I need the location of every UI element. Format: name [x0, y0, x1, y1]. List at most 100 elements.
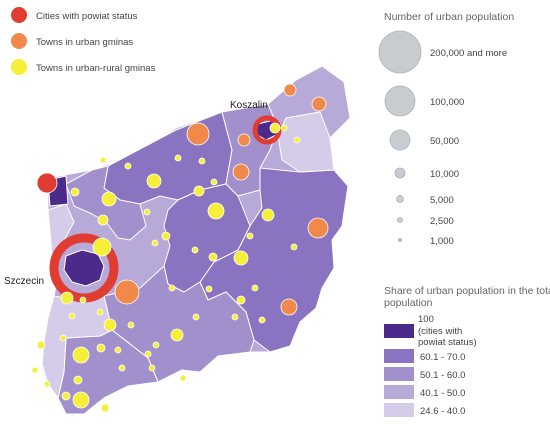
legend-label-urban-rural-town: Towns in urban-rural gminas — [36, 63, 156, 74]
legend-share-label-100: 100 — [418, 314, 434, 325]
urban-gmina-town-marker — [114, 279, 140, 305]
legend-circle-10000 — [394, 167, 406, 179]
legend-circle-200000 — [378, 30, 422, 74]
legend-settlement-types: Cities with powiat status Towns in urban… — [11, 7, 156, 75]
urban-rural-town-marker — [236, 295, 246, 305]
urban-rural-town-marker — [99, 156, 107, 164]
legend-label-50000: 50,000 — [430, 136, 459, 147]
urban-rural-town-marker — [79, 296, 87, 304]
urban-rural-town-marker — [261, 208, 275, 222]
urban-gmina-town-marker — [283, 83, 297, 97]
urban-rural-town-marker — [61, 391, 71, 401]
urban-rural-town-marker — [192, 313, 200, 321]
legend-share-title-line2: population — [384, 297, 433, 309]
urban-rural-town-marker — [100, 403, 110, 413]
legend-share-label-24-40: 24.6 - 40.0 — [420, 406, 465, 417]
region-light-northeast — [277, 111, 335, 173]
urban-rural-town-marker — [251, 284, 259, 292]
urban-gmina-town-marker — [186, 122, 210, 146]
urban-rural-town-marker — [101, 191, 117, 207]
legend-share-label-100-line2: (cities with — [418, 326, 462, 337]
legend-circle-100000 — [384, 85, 416, 117]
urban-rural-town-marker — [233, 250, 249, 266]
urban-rural-town-marker — [97, 214, 109, 226]
legend-label-5000: 5,000 — [430, 195, 454, 206]
legend-label-100000: 100,000 — [430, 97, 464, 108]
urban-rural-town-marker — [269, 122, 281, 134]
urban-rural-town-marker — [31, 366, 39, 374]
legend-share-swatch-60-70 — [384, 349, 414, 363]
urban-rural-town-marker — [210, 178, 218, 186]
legend-share-label-60-70: 60.1 - 70.0 — [420, 352, 465, 363]
urban-rural-town-marker — [143, 208, 151, 216]
urban-gmina-town-marker — [280, 298, 298, 316]
urban-rural-town-marker — [205, 285, 213, 293]
urban-gmina-town-marker — [237, 133, 251, 147]
legend-circle-1000 — [397, 237, 402, 242]
city-label-szczecin: Szczecin — [4, 276, 44, 287]
legend-share-swatch-100 — [384, 324, 414, 338]
legend-label-2500: 2,500 — [430, 216, 454, 227]
legend-swatch-urban-rural-town — [11, 59, 27, 75]
legend-label-200000: 200,000 and more — [430, 48, 507, 59]
urban-rural-town-marker — [161, 231, 171, 241]
urban-rural-town-marker — [70, 187, 80, 197]
urban-rural-town-marker — [118, 364, 126, 372]
urban-rural-town-marker — [258, 316, 266, 324]
urban-rural-town-marker — [114, 346, 122, 354]
urban-rural-town-marker — [144, 350, 152, 358]
legend-population: Number of urban population 200,000 and m… — [378, 11, 514, 247]
legend-share-swatch-50-60 — [384, 367, 414, 381]
urban-rural-town-marker — [179, 374, 187, 382]
legend-circle-5000 — [396, 195, 404, 203]
urban-rural-town-marker — [103, 318, 117, 332]
urban-rural-town-marker — [68, 312, 76, 320]
legend-share-swatch-40-50 — [384, 385, 414, 399]
urban-rural-town-marker — [92, 237, 112, 257]
urban-rural-town-marker — [193, 185, 205, 197]
urban-rural-town-marker — [246, 232, 254, 240]
urban-rural-town-marker — [280, 124, 288, 132]
urban-rural-town-marker — [96, 308, 104, 316]
legend-share: Share of urban population in the total p… — [384, 285, 550, 417]
urban-rural-town-marker — [43, 380, 51, 388]
legend-share-label-50-60: 50.1 - 60.0 — [420, 370, 465, 381]
city-marker — [36, 172, 58, 194]
legend-label-10000: 10,000 — [430, 169, 459, 180]
urban-rural-town-marker — [72, 391, 90, 409]
legend-swatch-powiat-city — [11, 7, 27, 23]
legend-share-title-line1: Share of urban population in the total — [384, 285, 550, 297]
urban-rural-town-marker — [174, 154, 182, 162]
urban-rural-town-marker — [208, 252, 218, 262]
legend-circle-2500 — [397, 217, 403, 223]
legend-label-powiat-city: Cities with powiat status — [36, 11, 138, 22]
urban-gmina-town-marker — [232, 163, 250, 181]
urban-rural-town-marker — [124, 162, 132, 170]
urban-rural-town-marker — [127, 321, 135, 329]
legend-circle-50000 — [389, 129, 411, 151]
legend-share-swatch-24-40 — [384, 403, 414, 417]
urban-gmina-town-marker — [307, 217, 329, 239]
town-markers — [31, 83, 329, 413]
urban-rural-town-marker — [191, 246, 199, 254]
urban-rural-town-marker — [59, 334, 67, 342]
region-map — [41, 65, 351, 415]
legend-swatch-urban-gmina-town — [11, 33, 27, 49]
urban-rural-town-marker — [293, 136, 301, 144]
urban-rural-town-marker — [198, 157, 206, 165]
urban-rural-town-marker — [170, 328, 184, 342]
legend-share-label-40-50: 40.1 - 50.0 — [420, 388, 465, 399]
legend-population-title: Number of urban population — [384, 11, 514, 23]
urban-gmina-town-marker — [311, 96, 327, 112]
urban-rural-town-marker — [152, 341, 160, 349]
region-szczecin-city — [63, 249, 105, 287]
legend-label-urban-gmina-town: Towns in urban gminas — [36, 37, 133, 48]
urban-rural-town-marker — [146, 173, 162, 189]
city-label-koszalin: Koszalin — [230, 100, 268, 111]
legend-label-1000: 1,000 — [430, 236, 454, 247]
legend-share-label-100-line3: powiat status) — [418, 337, 477, 348]
urban-rural-town-marker — [148, 364, 156, 372]
urban-rural-town-marker — [96, 343, 106, 353]
urban-rural-town-marker — [168, 284, 176, 292]
